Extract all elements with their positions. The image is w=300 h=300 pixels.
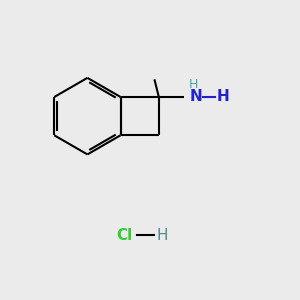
- Text: N: N: [189, 89, 202, 104]
- Text: H: H: [157, 228, 168, 243]
- Text: H: H: [217, 89, 229, 104]
- Text: Cl: Cl: [116, 228, 132, 243]
- Text: H: H: [188, 78, 198, 91]
